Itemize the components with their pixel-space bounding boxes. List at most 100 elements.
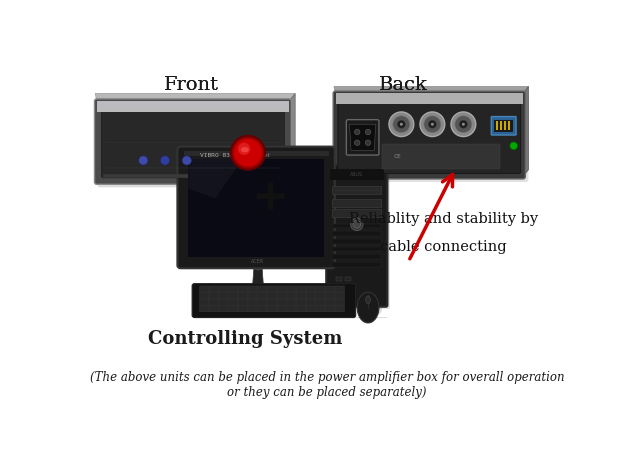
Ellipse shape — [241, 147, 249, 153]
Text: Reliablity and stability by: Reliablity and stability by — [348, 212, 538, 226]
Circle shape — [389, 112, 414, 136]
Ellipse shape — [357, 300, 382, 317]
Circle shape — [355, 129, 360, 135]
Bar — [332, 224, 382, 228]
Text: Back: Back — [379, 76, 428, 94]
FancyBboxPatch shape — [277, 293, 286, 299]
FancyBboxPatch shape — [329, 167, 390, 309]
FancyBboxPatch shape — [286, 305, 296, 312]
FancyBboxPatch shape — [306, 293, 315, 299]
FancyBboxPatch shape — [277, 286, 286, 292]
FancyBboxPatch shape — [325, 299, 335, 305]
Bar — [496, 121, 498, 131]
FancyBboxPatch shape — [267, 286, 277, 292]
Circle shape — [455, 116, 472, 133]
Bar — [330, 169, 383, 180]
FancyBboxPatch shape — [94, 99, 292, 184]
FancyBboxPatch shape — [209, 286, 218, 292]
Bar — [332, 239, 382, 244]
FancyBboxPatch shape — [297, 293, 306, 299]
FancyBboxPatch shape — [306, 305, 315, 312]
Text: CE: CE — [394, 154, 401, 159]
Text: Back: Back — [379, 76, 428, 94]
Circle shape — [182, 156, 191, 165]
Polygon shape — [523, 87, 528, 177]
Bar — [500, 121, 502, 131]
Polygon shape — [350, 124, 376, 150]
FancyBboxPatch shape — [333, 91, 525, 179]
Ellipse shape — [366, 296, 371, 304]
Bar — [97, 110, 289, 112]
Bar — [97, 109, 289, 110]
FancyBboxPatch shape — [286, 299, 296, 305]
Text: Front: Front — [163, 76, 218, 94]
FancyBboxPatch shape — [238, 293, 248, 299]
FancyBboxPatch shape — [192, 284, 355, 317]
Bar — [97, 101, 289, 112]
FancyBboxPatch shape — [325, 305, 335, 312]
Circle shape — [234, 139, 262, 167]
FancyBboxPatch shape — [219, 305, 228, 312]
Bar — [332, 186, 382, 194]
Text: Reset: Reset — [256, 153, 271, 158]
FancyBboxPatch shape — [228, 286, 238, 292]
FancyBboxPatch shape — [98, 102, 294, 187]
Bar — [503, 121, 506, 131]
FancyBboxPatch shape — [335, 299, 345, 305]
FancyBboxPatch shape — [228, 305, 238, 312]
FancyBboxPatch shape — [228, 299, 238, 305]
FancyBboxPatch shape — [491, 116, 516, 135]
Circle shape — [420, 112, 445, 136]
Circle shape — [238, 143, 250, 155]
Circle shape — [366, 140, 371, 146]
Polygon shape — [231, 296, 285, 304]
Bar — [508, 121, 510, 131]
Bar — [345, 277, 351, 281]
FancyBboxPatch shape — [200, 293, 209, 299]
Text: VIBRO 832: VIBRO 832 — [200, 153, 234, 158]
FancyBboxPatch shape — [248, 293, 257, 299]
Circle shape — [459, 120, 467, 128]
FancyBboxPatch shape — [335, 286, 345, 292]
Circle shape — [351, 218, 363, 230]
Bar — [97, 101, 289, 103]
Polygon shape — [289, 93, 295, 182]
Circle shape — [355, 140, 360, 146]
Text: ACER: ACER — [251, 259, 265, 264]
FancyBboxPatch shape — [325, 286, 335, 292]
Bar — [332, 231, 382, 236]
FancyBboxPatch shape — [326, 165, 387, 307]
FancyBboxPatch shape — [297, 299, 306, 305]
Circle shape — [510, 142, 517, 150]
FancyBboxPatch shape — [258, 293, 267, 299]
Bar — [332, 209, 382, 217]
FancyBboxPatch shape — [219, 293, 228, 299]
Circle shape — [431, 123, 434, 126]
FancyBboxPatch shape — [200, 305, 209, 312]
Ellipse shape — [357, 292, 379, 323]
Circle shape — [393, 116, 410, 133]
Bar — [97, 107, 289, 109]
Polygon shape — [95, 93, 295, 101]
Polygon shape — [334, 87, 528, 93]
FancyBboxPatch shape — [219, 286, 228, 292]
Circle shape — [451, 112, 476, 136]
FancyBboxPatch shape — [200, 299, 209, 305]
FancyBboxPatch shape — [316, 293, 325, 299]
FancyBboxPatch shape — [338, 103, 521, 174]
FancyBboxPatch shape — [316, 305, 325, 312]
Circle shape — [160, 156, 170, 165]
Bar — [184, 151, 329, 156]
Text: cable connecting: cable connecting — [380, 240, 507, 254]
FancyBboxPatch shape — [346, 120, 379, 155]
Bar — [332, 254, 382, 259]
FancyBboxPatch shape — [286, 286, 296, 292]
Bar — [332, 199, 382, 207]
FancyBboxPatch shape — [297, 305, 306, 312]
FancyBboxPatch shape — [335, 305, 345, 312]
FancyBboxPatch shape — [286, 293, 296, 299]
FancyBboxPatch shape — [316, 299, 325, 305]
FancyBboxPatch shape — [258, 305, 267, 312]
Bar — [188, 159, 324, 257]
FancyBboxPatch shape — [209, 293, 218, 299]
